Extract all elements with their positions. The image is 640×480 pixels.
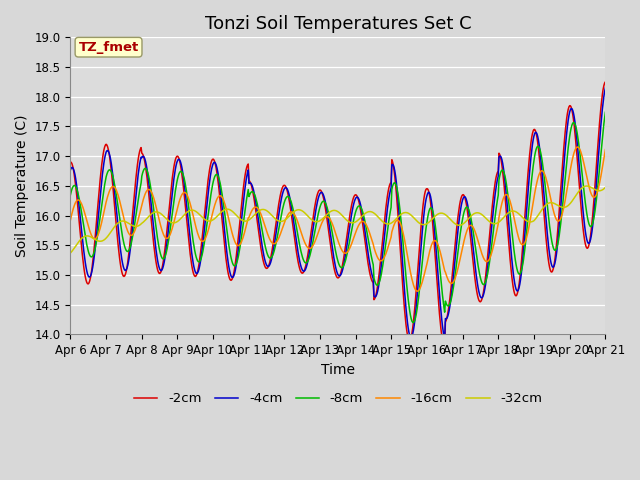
-4cm — [602, 85, 609, 91]
-32cm — [214, 213, 221, 218]
-16cm — [131, 227, 139, 233]
-32cm — [76, 237, 84, 243]
-8cm — [131, 218, 139, 224]
-32cm — [186, 208, 193, 214]
Line: -16cm: -16cm — [70, 147, 605, 291]
-8cm — [76, 201, 84, 206]
Y-axis label: Soil Temperature (C): Soil Temperature (C) — [15, 115, 29, 257]
Line: -32cm: -32cm — [70, 186, 605, 253]
-2cm — [67, 159, 74, 165]
Legend: -2cm, -4cm, -8cm, -16cm, -32cm: -2cm, -4cm, -8cm, -16cm, -32cm — [129, 387, 547, 410]
Line: -8cm: -8cm — [70, 112, 605, 323]
-32cm — [67, 250, 74, 256]
-16cm — [214, 195, 221, 201]
-16cm — [574, 144, 582, 150]
-8cm — [214, 172, 221, 178]
-2cm — [441, 343, 449, 349]
-32cm — [419, 222, 426, 228]
-2cm — [419, 209, 426, 215]
-2cm — [186, 245, 193, 251]
-2cm — [403, 327, 410, 333]
Line: -2cm: -2cm — [70, 82, 605, 346]
-16cm — [403, 249, 410, 254]
-16cm — [602, 147, 609, 153]
-4cm — [67, 167, 74, 173]
-4cm — [76, 213, 84, 218]
-4cm — [214, 169, 221, 175]
-16cm — [186, 198, 193, 204]
-16cm — [76, 198, 84, 204]
-8cm — [602, 109, 609, 115]
-16cm — [413, 288, 421, 294]
X-axis label: Time: Time — [321, 362, 355, 377]
-4cm — [441, 336, 449, 342]
-4cm — [403, 313, 410, 319]
-8cm — [403, 282, 410, 288]
-16cm — [419, 276, 427, 282]
Line: -4cm: -4cm — [70, 88, 605, 339]
-2cm — [602, 79, 609, 85]
-4cm — [131, 200, 139, 205]
-2cm — [214, 176, 221, 181]
-32cm — [403, 210, 410, 216]
-8cm — [410, 320, 417, 325]
-2cm — [131, 183, 139, 189]
-8cm — [67, 192, 74, 198]
-4cm — [186, 230, 193, 236]
-2cm — [76, 228, 84, 234]
-32cm — [602, 184, 609, 190]
-4cm — [419, 228, 426, 234]
-32cm — [131, 224, 139, 229]
Title: Tonzi Soil Temperatures Set C: Tonzi Soil Temperatures Set C — [205, 15, 471, 33]
-16cm — [67, 217, 74, 223]
-32cm — [583, 183, 591, 189]
-8cm — [419, 251, 427, 256]
-8cm — [186, 210, 193, 216]
Text: TZ_fmet: TZ_fmet — [79, 41, 139, 54]
